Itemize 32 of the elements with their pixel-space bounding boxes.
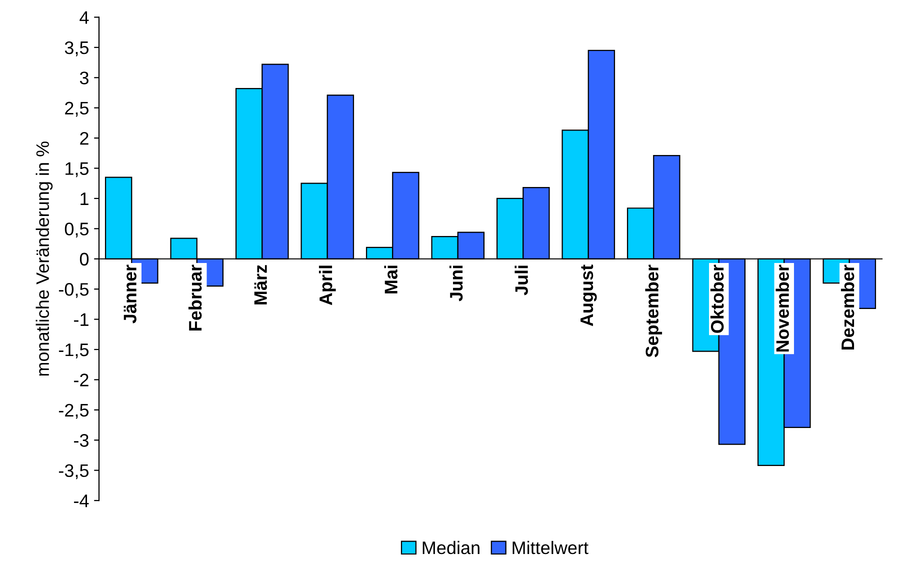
- y-tick-label: 3,5: [64, 41, 89, 56]
- x-tick-label: September: [645, 264, 662, 358]
- x-tick-label: Juni: [449, 266, 463, 302]
- x-tick-label: Jänner: [124, 264, 136, 324]
- y-tick-label: -2,5: [58, 404, 89, 419]
- y-tick-label: 0: [80, 252, 89, 266]
- y-axis-title: monatliche Veränderung in %: [36, 142, 53, 376]
- legend-label: Mittelwert: [512, 540, 588, 554]
- y-tick-label: 1: [80, 192, 88, 206]
- y-tick-label: 4: [80, 11, 89, 24]
- x-tick-label: November: [776, 264, 789, 352]
- legend-label: Median: [422, 540, 480, 554]
- x-tick-label: Juli: [514, 266, 528, 296]
- y-tick-label: 2,5: [65, 102, 89, 117]
- y-tick-label: 3: [80, 72, 88, 84]
- y-tick-label: -3,5: [58, 464, 89, 480]
- y-tick-label: 0,5: [64, 222, 89, 238]
- x-tick-label: Februar: [188, 264, 202, 330]
- x-tick-label: April: [318, 266, 336, 306]
- x-tick-label: Dezember: [840, 264, 854, 350]
- y-tick-label: -2: [74, 374, 88, 386]
- x-tick-label: August: [580, 264, 597, 326]
- y-tick-label: -3: [74, 434, 88, 447]
- y-tick-label: 2: [80, 132, 88, 145]
- x-tick-label: Mai: [384, 266, 398, 294]
- y-tick-label: -4: [74, 494, 89, 508]
- y-tick-label: -1,5: [58, 344, 89, 358]
- x-tick-label: Oktober: [710, 264, 724, 333]
- y-tick-label: 1,5: [66, 162, 89, 178]
- x-tick-label: März: [254, 265, 267, 304]
- y-tick-label: -0,5: [58, 283, 89, 298]
- y-tick-label: -1: [74, 313, 88, 326]
